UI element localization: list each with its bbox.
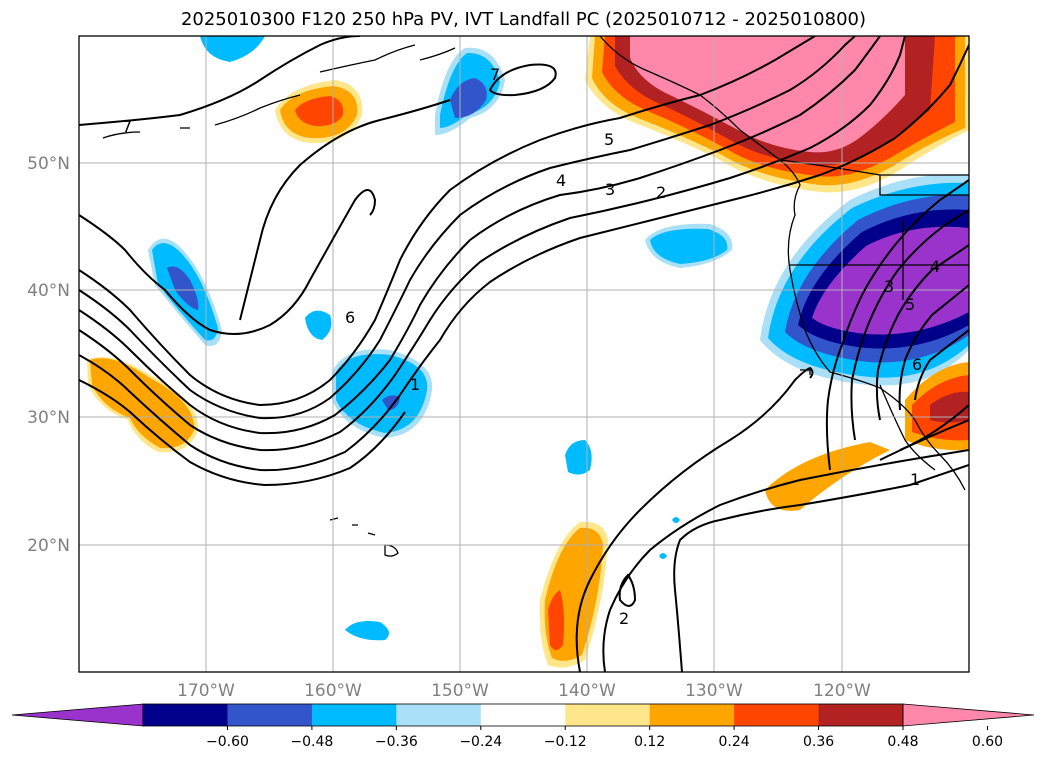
pv-negative-blob-small-4 (672, 517, 680, 523)
map-plot-area: 7 5 4 3 2 6 1 7 3 4 5 6 1 2 (79, 36, 969, 672)
pv-negative-blob-small-1 (305, 310, 332, 340)
contour-label: 1 (410, 375, 420, 394)
colorbar-tick-label: 0.36 (803, 734, 834, 750)
contour-label: 4 (556, 171, 566, 190)
contour-label: 2 (656, 183, 666, 202)
contour-label: 7 (490, 65, 500, 84)
colorbar-tick-label: −0.24 (459, 734, 502, 750)
colorbar-cells (11, 703, 1035, 727)
pv-negative-blob-small-5 (659, 553, 667, 559)
colorbar: −0.60 −0.48 −0.36 −0.24 −0.12 0.12 0.24 0.36 0.4… (11, 703, 1035, 750)
pv-positive-blob-northeast (585, 36, 969, 193)
longitude-labels: 170°W 160°W 150°W 140°W 130°W 120°W (177, 681, 871, 701)
colorbar-outline (142, 703, 904, 727)
colorbar-cell (227, 704, 313, 726)
colorbar-tick-label: −0.36 (375, 734, 418, 750)
contour-label: 2 (619, 609, 629, 628)
colorbar-cell (311, 704, 397, 726)
contour-label: 3 (605, 180, 615, 199)
map-border (78, 35, 970, 673)
contour-label: 4 (930, 257, 940, 276)
contour-labels: 7 5 4 3 2 6 1 7 3 4 5 6 1 2 (122, 65, 940, 628)
pv-negative-blob-midpacific (645, 223, 733, 268)
contour-label: 7 (122, 117, 132, 136)
lat-label: 40°N (27, 281, 70, 301)
contour-label: 5 (905, 295, 915, 314)
map-title: 2025010300 F120 250 hPa PV, IVT Landfall… (180, 9, 867, 30)
colorbar-cell (143, 704, 228, 726)
lon-label: 130°W (685, 681, 743, 701)
colorbar-tick-label: −0.12 (544, 734, 587, 750)
pv-negative-blob-westcoast (760, 174, 969, 386)
lon-label: 150°W (431, 681, 489, 701)
colorbar-extend-high (902, 703, 1035, 727)
gridlines (79, 36, 969, 672)
colorbar-tick-label: 0.12 (634, 734, 665, 750)
ivt-contours (79, 36, 969, 672)
pv-negative-blob-bering (200, 36, 265, 62)
colorbar-tick-label: 0.24 (719, 734, 750, 750)
lon-label: 160°W (304, 681, 362, 701)
pv-negative-blob-central-west (148, 238, 222, 346)
colorbar-cell (818, 704, 904, 726)
colorbar-tick-label: 0.48 (887, 734, 918, 750)
pv-positive-blob-southeast (905, 362, 969, 451)
contour-label: 6 (345, 308, 355, 327)
lat-label: 50°N (27, 154, 70, 174)
pv-positive-blob-subtropical (765, 442, 890, 511)
contour-label: 5 (604, 130, 614, 149)
colorbar-cell (734, 704, 820, 726)
pv-positive-blob-south (539, 521, 608, 668)
lon-label: 170°W (177, 681, 235, 701)
lon-label: 140°W (558, 681, 616, 701)
colorbar-labels: −0.60 −0.48 −0.36 −0.24 −0.12 0.12 0.24 0.36 0.4… (206, 726, 1003, 750)
colorbar-extend-low (11, 703, 144, 727)
pv-negative-blob-gulf (435, 47, 505, 136)
colorbar-cell (396, 704, 482, 726)
lat-label: 20°N (27, 536, 70, 556)
colorbar-cell (565, 704, 651, 726)
pv-negative-blob-small-2 (565, 440, 592, 475)
colorbar-tick-label: −0.48 (290, 734, 333, 750)
contour-label: 3 (884, 277, 894, 296)
colorbar-tick-label: −0.60 (206, 734, 249, 750)
latitude-labels: 50°N 40°N 30°N 20°N (27, 154, 70, 556)
contour-label: 6 (912, 355, 922, 374)
contour-label: 1 (910, 470, 920, 489)
lat-label: 30°N (27, 408, 70, 428)
lon-label: 120°W (813, 681, 871, 701)
colorbar-cell (649, 704, 735, 726)
colorbar-cell (480, 704, 566, 726)
colorbar-tick-label: 0.60 (972, 734, 1003, 750)
pv-negative-blob-small-3 (345, 621, 389, 641)
